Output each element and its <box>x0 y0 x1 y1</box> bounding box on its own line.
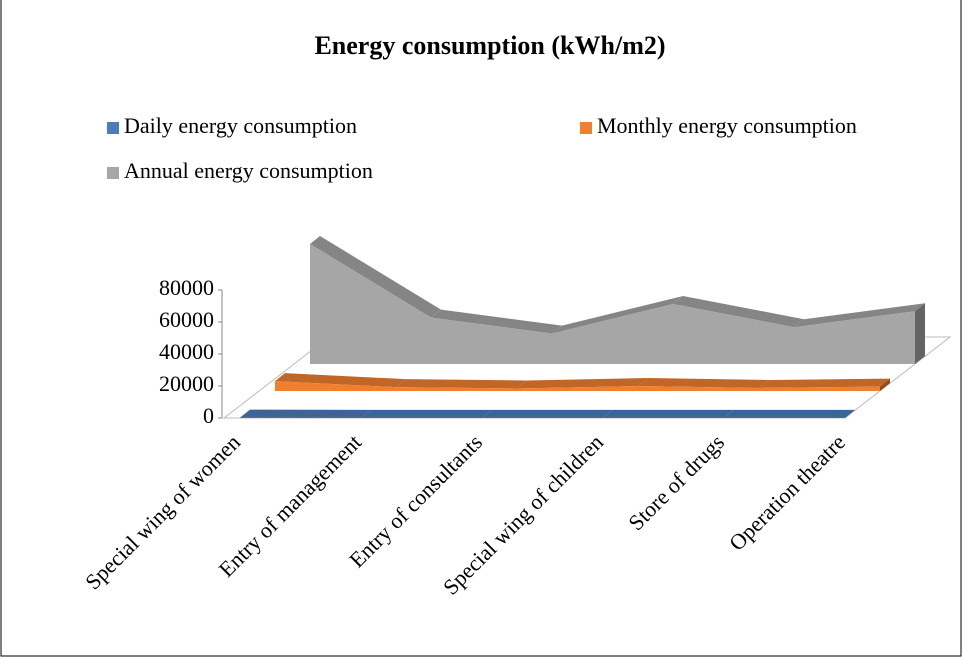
legend-swatch <box>580 122 592 134</box>
legend-label: Daily energy consumption <box>124 113 357 138</box>
y-tick-label: 40000 <box>159 339 214 364</box>
area-top <box>275 373 406 388</box>
chart-title: Energy consumption (kWh/m2) <box>314 31 665 60</box>
legend-label: Monthly energy consumption <box>597 113 857 138</box>
area <box>310 244 915 364</box>
area-top <box>724 409 855 418</box>
area-top <box>431 309 562 334</box>
area-top <box>310 236 441 318</box>
area-top <box>794 303 925 328</box>
legend-label: Annual energy consumption <box>124 158 373 183</box>
area <box>275 381 880 391</box>
y-tick-label: 60000 <box>159 307 214 332</box>
area-top <box>552 296 683 334</box>
legend-swatch <box>107 167 119 179</box>
area-top <box>638 378 769 388</box>
area-top <box>759 378 890 388</box>
y-tick-label: 20000 <box>159 371 214 396</box>
legend-swatch <box>107 122 119 134</box>
area-top <box>240 409 371 418</box>
y-tick-label: 0 <box>203 403 214 428</box>
area-top <box>361 409 492 418</box>
y-tick-label: 80000 <box>159 275 214 300</box>
area-top <box>482 409 613 418</box>
area-side <box>880 378 890 391</box>
area-top <box>396 379 527 389</box>
area-side <box>845 409 855 418</box>
area-top <box>517 378 648 389</box>
area-top <box>603 409 734 418</box>
area-top <box>673 296 804 328</box>
area-side <box>915 303 925 364</box>
